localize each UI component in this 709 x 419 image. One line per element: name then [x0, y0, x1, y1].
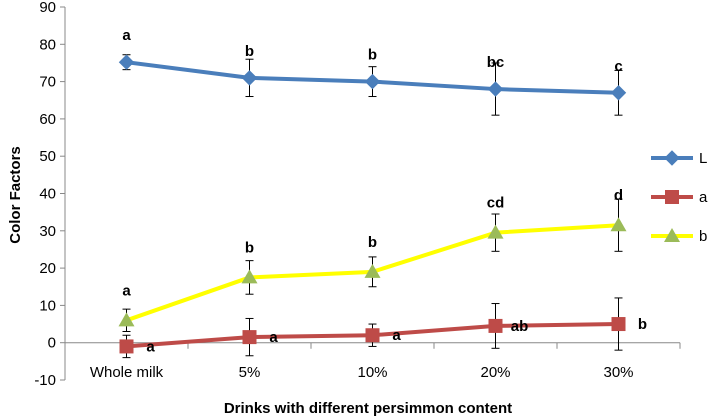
significance-label: d [614, 187, 623, 204]
data-point-a [488, 318, 503, 333]
data-point-b [364, 263, 381, 278]
data-point-b [610, 217, 627, 232]
data-point-b [118, 312, 135, 327]
y-tick-label: 40 [39, 186, 56, 203]
legend-label: L [699, 150, 707, 167]
y-tick-label: 20 [39, 260, 56, 277]
x-tick-label: 30% [603, 364, 633, 381]
data-point-L [241, 70, 258, 86]
y-tick-label: 10 [39, 297, 56, 314]
data-point-L [118, 54, 135, 70]
significance-label: b [368, 47, 377, 64]
significance-label: a [392, 327, 401, 344]
significance-label: c [614, 58, 622, 75]
legend-item-b: b [651, 228, 707, 245]
significance-label: a [146, 338, 155, 355]
series-a: a a a ab b [119, 297, 647, 359]
x-tick-labels: Whole milk 5% 10% 20% 30% [90, 364, 634, 381]
significance-label: a [269, 329, 278, 346]
legend: La b [651, 150, 708, 245]
significance-label: bc [487, 54, 505, 71]
x-tick-label: Whole milk [90, 364, 164, 381]
significance-label: cd [487, 195, 505, 212]
data-point-a [242, 330, 257, 345]
legend-item-a: a [651, 189, 708, 206]
data-point-L [610, 85, 627, 101]
legend-item-L: L [651, 150, 707, 167]
y-tick-label: 30 [39, 223, 56, 240]
y-tick-label: -10 [34, 372, 56, 389]
y-tick-labels: -10 0 10 20 30 40 50 60 70 80 90 [34, 0, 56, 389]
legend-marker [665, 190, 679, 204]
significance-label: ab [511, 318, 529, 335]
y-tick-label: 0 [48, 335, 56, 352]
data-point-b [487, 224, 504, 239]
x-tick-label: 10% [357, 364, 387, 381]
y-tick-label: 70 [39, 74, 56, 91]
legend-label: b [699, 228, 707, 245]
series-b: ab bcd d [118, 187, 627, 333]
x-tick-label: 20% [480, 364, 510, 381]
y-axis-title: Color Factors [7, 146, 24, 244]
series-group: ab b bc caa aab bab bcd d [118, 27, 647, 359]
significance-label: a [122, 282, 131, 299]
data-point-b [241, 269, 258, 284]
legend-label: a [699, 189, 708, 206]
legend-marker [664, 150, 680, 166]
x-axis-title: Drinks with different persimmon content [224, 400, 512, 417]
y-tick-label: 80 [39, 36, 56, 53]
x-tick-label: 5% [239, 364, 261, 381]
legend-marker [664, 228, 680, 242]
significance-label: b [245, 43, 254, 60]
significance-label: b [368, 234, 377, 251]
data-point-a [611, 317, 626, 332]
data-point-a [365, 328, 380, 343]
data-point-a [119, 339, 134, 354]
series-L: a b b bc c [118, 27, 627, 116]
significance-label: b [245, 239, 254, 256]
data-point-L [364, 73, 381, 90]
y-tick-label: 60 [39, 111, 56, 128]
significance-label: a [122, 27, 131, 44]
significance-label: b [638, 316, 647, 333]
data-point-L [487, 81, 504, 97]
y-tick-label: 50 [39, 148, 56, 165]
y-tick-label: 90 [39, 0, 56, 16]
